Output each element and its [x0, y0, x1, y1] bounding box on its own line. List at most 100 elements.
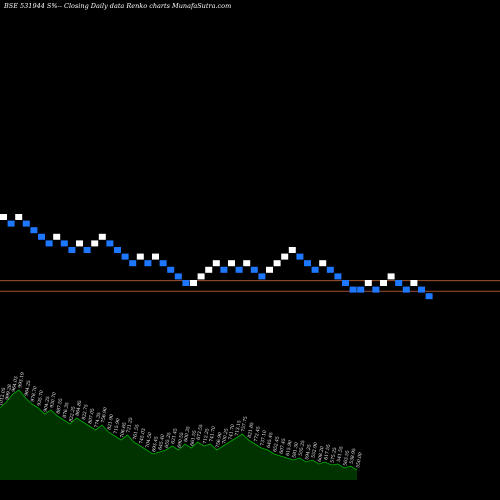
renko-brick-8	[60, 240, 68, 247]
volume-label-34: 756.90	[215, 432, 224, 449]
volume-label-11: 822.25	[68, 406, 77, 423]
volume-label-1: 999.28	[4, 384, 13, 401]
volume-label-39: 821.85	[247, 422, 256, 439]
volume-label-17: 821.90	[106, 414, 115, 431]
renko-brick-40	[304, 260, 311, 267]
volume-label-29: 600.35	[183, 426, 192, 443]
volume-label-12: 864.85	[75, 400, 84, 417]
renko-brick-23	[174, 273, 182, 280]
volume-label-47: 555.25	[298, 440, 307, 457]
renko-brick-56	[425, 293, 433, 300]
renko-brick-18	[136, 253, 144, 260]
volume-label-53: 541.55	[336, 446, 345, 463]
volume-label-14: 807.05	[87, 408, 96, 425]
volume-label-30: 661.55	[189, 430, 198, 447]
volume-label-36: 741.70	[228, 424, 237, 441]
volume-label-42: 645.45	[266, 432, 275, 449]
volume-label-25: 645.40	[157, 434, 166, 451]
volume-label-4: 964.25	[24, 380, 33, 397]
renko-brick-29	[220, 266, 228, 273]
volume-label-49: 552.90	[310, 442, 319, 459]
renko-brick-1	[7, 220, 15, 227]
renko-brick-53	[402, 286, 410, 293]
volume-label-26: 655.25	[164, 432, 173, 449]
renko-brick-21	[159, 260, 167, 267]
renko-brick-4	[30, 227, 38, 234]
volume-label-6: 935.70	[36, 390, 45, 407]
renko-brick-54	[410, 280, 418, 286]
renko-brick-42	[319, 260, 327, 267]
renko-brick-27	[205, 266, 213, 273]
renko-brick-32	[243, 260, 251, 267]
renko-brick-26	[197, 273, 205, 280]
volume-label-15: 774.35	[94, 412, 103, 429]
volume-label-21: 761.55	[132, 424, 141, 441]
renko-brick-43	[326, 266, 334, 273]
renko-brick-28	[212, 260, 220, 267]
volume-label-8: 930.70	[49, 392, 58, 409]
renko-brick-7	[53, 233, 61, 240]
volume-label-18: 715.90	[113, 418, 122, 435]
volume-label-33: 741.70	[208, 426, 217, 443]
renko-brick-11	[83, 247, 91, 253]
volume-label-20: 721.25	[126, 417, 135, 434]
volume-label-27: 621.45	[170, 428, 179, 445]
volume-label-7: 904.25	[43, 396, 52, 413]
volume-label-56: 550.00	[355, 452, 364, 469]
renko-brick-6	[45, 240, 53, 247]
renko-brick-49	[372, 286, 380, 293]
volume-label-31: 673.55	[196, 424, 205, 441]
volume-line	[0, 389, 358, 471]
renko-brick-13	[98, 233, 106, 240]
renko-brick-30	[228, 260, 235, 267]
renko-bricks	[0, 214, 433, 300]
renko-brick-45	[342, 280, 349, 286]
renko-brick-33	[250, 266, 258, 273]
renko-brick-44	[334, 273, 342, 280]
renko-brick-3	[22, 220, 30, 227]
renko-brick-47	[357, 286, 365, 293]
renko-brick-39	[296, 253, 304, 260]
renko-brick-34	[258, 273, 266, 280]
renko-brick-2	[15, 214, 23, 220]
volume-label-45: 615.90	[285, 440, 294, 457]
volume-label-3: 993.19	[17, 372, 26, 389]
renko-brick-37	[281, 253, 289, 260]
renko-brick-36	[273, 260, 281, 267]
volume-label-55: 538.95	[349, 448, 358, 465]
renko-brick-24	[182, 280, 190, 286]
renko-brick-20	[152, 253, 159, 260]
volume-label-13: 822.75	[81, 404, 90, 421]
chart-title: BSE 531944 S%-- Closing Daily data Renko…	[3, 2, 231, 10]
renko-brick-48	[364, 280, 372, 286]
volume-label-41: 737.10	[259, 430, 268, 447]
renko-brick-16	[121, 253, 129, 260]
volume-label-50: 608.20	[317, 446, 326, 463]
volume-label-28: 690.55	[177, 432, 186, 449]
volume-label-35: 700.25	[221, 428, 230, 445]
volume-label-54: 563.55	[342, 450, 351, 467]
volume-label-40: 772.45	[253, 426, 262, 443]
renko-brick-31	[235, 266, 243, 273]
renko-brick-35	[266, 266, 273, 273]
renko-brick-19	[144, 260, 152, 267]
renko-brick-52	[395, 280, 403, 286]
volume-label-38: 757.75	[240, 416, 249, 433]
renko-brick-15	[114, 247, 121, 253]
renko-brick-46	[349, 286, 357, 293]
volume-label-43: 652.45	[272, 436, 281, 453]
volume-label-52: 575.25	[330, 447, 339, 464]
renko-brick-50	[380, 280, 387, 286]
volume-label-0: 1012.05	[0, 387, 7, 407]
renko-brick-25	[190, 280, 197, 286]
volume-label-10: 876.35	[62, 402, 71, 419]
volume-label-48: 594.25	[304, 444, 313, 461]
volume-label-46: 581.30	[291, 442, 300, 459]
volume-labels: 1012.05999.28964.03993.19964.25978.70935…	[0, 372, 364, 469]
volume-label-24: 693.45	[151, 436, 160, 453]
volume-area	[0, 389, 358, 480]
renko-brick-41	[311, 266, 319, 273]
volume-fill	[0, 390, 357, 480]
